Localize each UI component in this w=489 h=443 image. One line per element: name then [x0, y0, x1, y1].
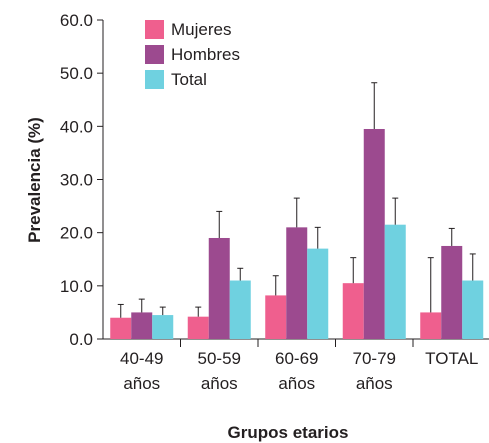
y-tick-label: 40.0: [60, 117, 93, 136]
bar-mujeres: [110, 317, 132, 339]
x-tick-label: 70-79: [353, 349, 396, 368]
x-axis-title: Grupos etarios: [228, 423, 349, 442]
x-tick-label: 60-69: [275, 349, 318, 368]
bar-total: [307, 248, 329, 339]
x-tick-label: 40-49: [120, 349, 163, 368]
x-tick-label: años: [356, 374, 393, 393]
legend-label: Total: [171, 70, 207, 89]
bar-total: [152, 315, 174, 339]
legend-swatch: [145, 70, 164, 89]
bar-total: [462, 280, 484, 339]
x-tick-label: TOTAL: [425, 349, 478, 368]
bar-mujeres: [187, 316, 209, 339]
bar-mujeres: [342, 283, 364, 339]
y-tick-label: 50.0: [60, 64, 93, 83]
bar-mujeres: [265, 295, 287, 339]
x-tick-label: 50-59: [198, 349, 241, 368]
bar-total: [229, 280, 251, 339]
y-tick-label: 60.0: [60, 11, 93, 30]
bar-hombres: [363, 128, 385, 339]
bar-total: [384, 224, 406, 339]
x-tick-label: años: [278, 374, 315, 393]
bar-hombres: [441, 245, 463, 339]
legend-label: Mujeres: [171, 20, 231, 39]
y-tick-label: 20.0: [60, 224, 93, 243]
legend-label: Hombres: [171, 45, 240, 64]
bar-hombres: [208, 237, 230, 339]
bar-hombres: [286, 227, 308, 339]
bar-hombres: [131, 312, 153, 339]
y-tick-label: 10.0: [60, 277, 93, 296]
y-axis-title: Prevalencia (%): [25, 117, 44, 243]
y-tick-label: 30.0: [60, 171, 93, 190]
x-tick-label: años: [123, 374, 160, 393]
legend-swatch: [145, 20, 164, 39]
legend-swatch: [145, 45, 164, 64]
x-tick-label: años: [201, 374, 238, 393]
bar-mujeres: [420, 312, 442, 339]
y-tick-label: 0.0: [69, 330, 93, 349]
